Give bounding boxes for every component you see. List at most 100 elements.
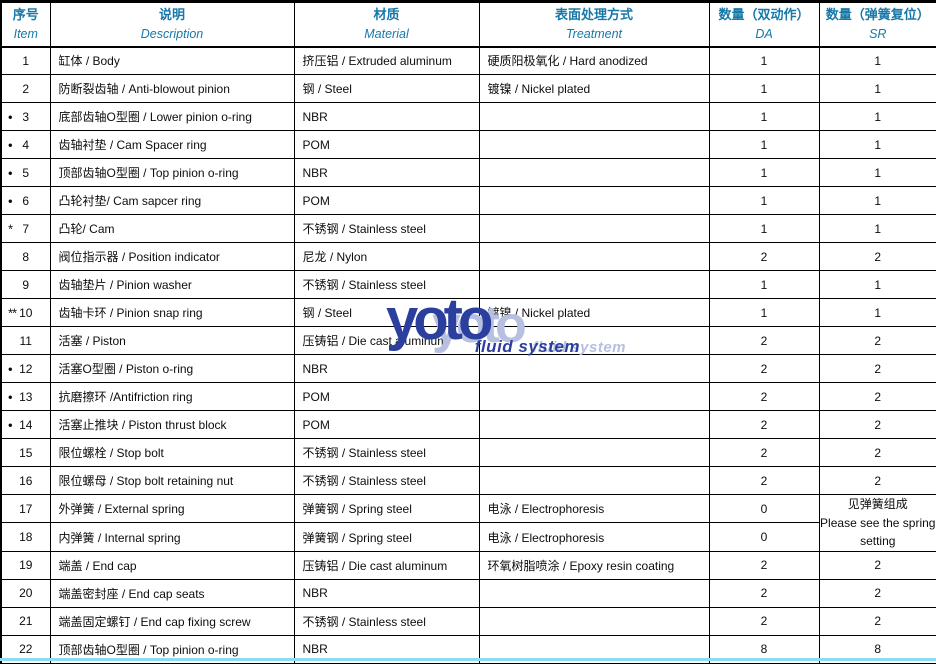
header-description-en: Description [51,28,294,42]
header-da-en: DA [710,28,819,42]
header-material: 材质 Material [294,2,479,47]
description-cell: 内弹簧 / Internal spring [50,523,294,551]
item-cell: •3 [1,103,50,131]
header-description-zh: 说明 [51,7,294,23]
treatment-cell [479,159,709,187]
material-cell: 不锈钢 / Stainless steel [294,215,479,243]
description-cell: 顶部齿轴O型圈 / Top pinion o-ring [50,159,294,187]
da-cell: 2 [709,383,819,411]
item-number: 21 [19,614,32,628]
material-cell: NBR [294,355,479,383]
material-cell: NBR [294,103,479,131]
item-cell: 11 [1,327,50,355]
sr-cell: 2 [819,579,936,607]
sr-cell: 1 [819,103,936,131]
description-cell: 阀位指示器 / Position indicator [50,243,294,271]
sr-cell: 1 [819,271,936,299]
description-cell: 端盖固定螺钉 / End cap fixing screw [50,607,294,635]
item-cell: 17 [1,495,50,523]
material-cell: 钢 / Steel [294,299,479,327]
item-number: 6 [22,194,29,208]
item-number: 14 [19,418,32,432]
item-number: 12 [19,362,32,376]
row-marker: • [8,137,12,152]
treatment-cell: 硬质阳极氧化 / Hard anodized [479,47,709,75]
da-cell: 0 [709,495,819,523]
treatment-cell [479,243,709,271]
da-cell: 1 [709,75,819,103]
header-material-zh: 材质 [295,7,479,23]
treatment-cell [479,271,709,299]
item-number: 11 [20,334,32,348]
da-cell: 1 [709,299,819,327]
item-number: 20 [19,586,32,600]
da-cell: 2 [709,579,819,607]
da-cell: 2 [709,607,819,635]
da-cell: 1 [709,47,819,75]
treatment-cell [479,187,709,215]
item-number: 18 [19,530,32,544]
material-cell: 不锈钢 / Stainless steel [294,439,479,467]
row-marker: • [8,109,12,124]
material-cell: POM [294,131,479,159]
treatment-cell: 电泳 / Electrophoresis [479,495,709,523]
material-cell: NBR [294,579,479,607]
item-cell: **10 [1,299,50,327]
treatment-cell [479,383,709,411]
item-number: 5 [22,166,29,180]
item-number: 7 [22,222,29,236]
item-number: 17 [19,502,32,516]
material-cell: 压铸铝 / Die cast aluminum [294,327,479,355]
row-marker: • [8,417,12,432]
treatment-cell [479,411,709,439]
description-cell: 齿轴卡环 / Pinion snap ring [50,299,294,327]
item-number: 2 [22,82,29,96]
treatment-cell: 电泳 / Electrophoresis [479,523,709,551]
item-cell: 2 [1,75,50,103]
row-marker: • [8,165,12,180]
sr-cell: 1 [819,131,936,159]
row-marker: ** [8,305,16,320]
sr-cell: 2 [819,607,936,635]
sr-cell: 1 [819,47,936,75]
treatment-cell [479,355,709,383]
description-cell: 外弹簧 / External spring [50,495,294,523]
treatment-cell: 镀镍 / Nickel plated [479,75,709,103]
item-number: 19 [19,558,32,572]
material-cell: POM [294,411,479,439]
treatment-cell [479,439,709,467]
description-cell: 端盖 / End cap [50,551,294,579]
description-cell: 凸轮衬垫/ Cam sapcer ring [50,187,294,215]
description-cell: 齿轴衬垫 / Cam Spacer ring [50,131,294,159]
row-marker: • [8,193,12,208]
description-cell: 抗磨擦环 /Antifriction ring [50,383,294,411]
treatment-cell [479,131,709,159]
treatment-cell [479,103,709,131]
item-number: 3 [22,110,29,124]
item-cell: •4 [1,131,50,159]
description-cell: 活塞止推块 / Piston thrust block [50,411,294,439]
da-cell: 2 [709,411,819,439]
sr-cell: 2 [819,383,936,411]
header-da-zh: 数量（双动作） [710,7,819,23]
sr-note-line: 见弹簧组成 [820,495,936,514]
item-cell: 20 [1,579,50,607]
material-cell: 压铸铝 / Die cast aluminum [294,551,479,579]
description-cell: 限位螺栓 / Stop bolt [50,439,294,467]
header-treatment-zh: 表面处理方式 [480,7,709,23]
header-sr-en: SR [820,28,936,42]
